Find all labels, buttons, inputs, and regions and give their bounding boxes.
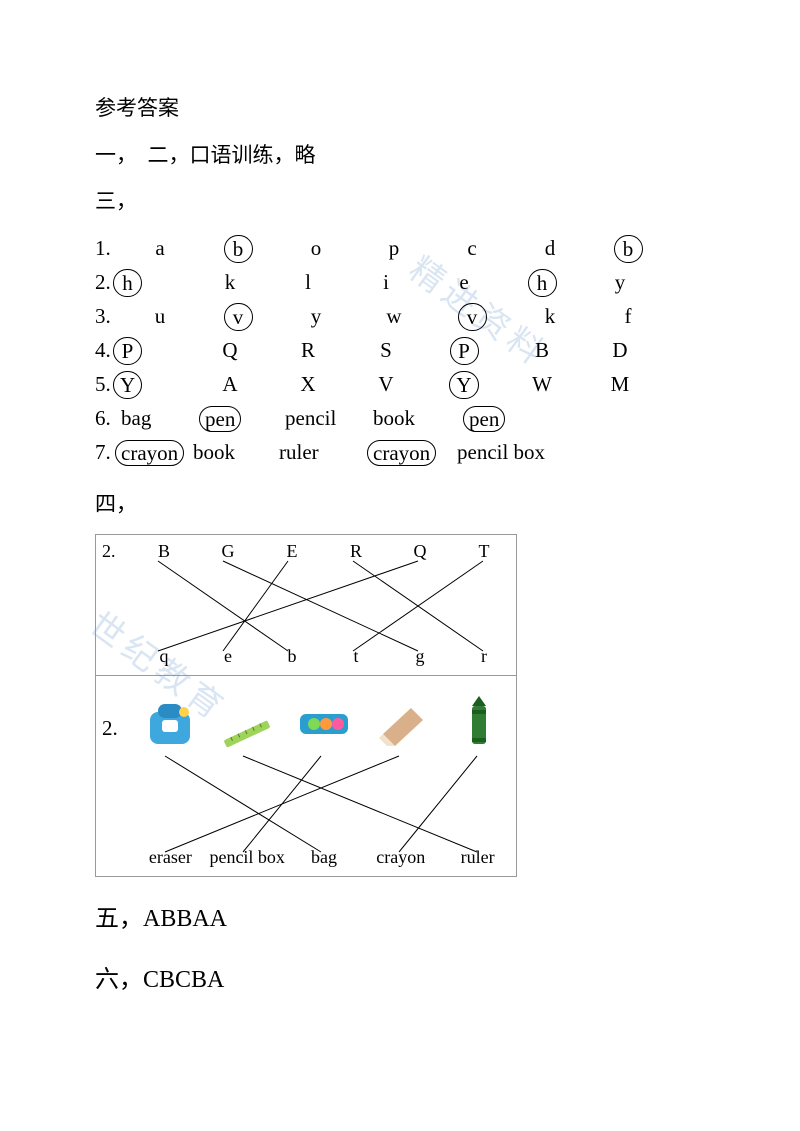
letter-grid: 1. a b o p c d b 2. h k l i e h y 3. u v… bbox=[95, 232, 705, 470]
cell: A bbox=[222, 372, 237, 397]
cell: book bbox=[373, 406, 415, 431]
cell-circled: h bbox=[113, 269, 142, 297]
cell: k bbox=[545, 304, 556, 329]
row-4: 4. P Q R S P B D bbox=[95, 334, 705, 368]
cell: k bbox=[225, 270, 236, 295]
section-6-answer: 六，CBCBA bbox=[95, 962, 705, 999]
section-5-answer: 五，ABBAA bbox=[95, 901, 705, 938]
section-3-label: 三， bbox=[95, 185, 705, 218]
note-1-2: 一， 二，口语训练，略 bbox=[95, 139, 705, 172]
cell: D bbox=[612, 338, 627, 363]
cell-circled: crayon bbox=[115, 440, 184, 466]
title: 参考答案 bbox=[95, 92, 705, 125]
cell: pencil bbox=[285, 406, 336, 431]
cell: p bbox=[389, 236, 400, 261]
match-panel-2: 2. bbox=[96, 675, 516, 876]
cell: S bbox=[380, 338, 392, 363]
cell-circled: crayon bbox=[367, 440, 436, 466]
cell: X bbox=[300, 372, 315, 397]
cell: pencil box bbox=[457, 440, 545, 465]
row-num: 1. bbox=[95, 236, 121, 261]
row-5: 5. Y A X V Y W M bbox=[95, 368, 705, 402]
match-panel-1: 2. B G E R Q T q e b t g r bbox=[96, 535, 516, 675]
cell: R bbox=[301, 338, 315, 363]
cell: c bbox=[467, 236, 476, 261]
bot-letter: g bbox=[388, 646, 452, 667]
cell-circled: Y bbox=[113, 371, 142, 399]
page: 精进资料 世纪教育 参考答案 一， 二，口语训练，略 三， 1. a b o p… bbox=[0, 0, 800, 1131]
cell: Q bbox=[222, 338, 237, 363]
cell: e bbox=[459, 270, 468, 295]
bot-letter: e bbox=[196, 646, 260, 667]
cell-circled: P bbox=[450, 337, 479, 365]
cell: f bbox=[625, 304, 632, 329]
bot-letter: t bbox=[324, 646, 388, 667]
row-1: 1. a b o p c d b bbox=[95, 232, 705, 266]
section-4-label: 四， bbox=[95, 488, 705, 521]
cell: W bbox=[532, 372, 552, 397]
cell: y bbox=[615, 270, 626, 295]
cell-circled: v bbox=[458, 303, 487, 331]
cell-circled: pen bbox=[199, 406, 241, 432]
bot-letter: b bbox=[260, 646, 324, 667]
bot-word: eraser bbox=[132, 847, 209, 868]
row-num: 6. bbox=[95, 406, 121, 431]
bot-word: bag bbox=[286, 847, 363, 868]
cell-circled: b bbox=[224, 235, 253, 263]
match-box: 2. B G E R Q T q e b t g r 2. bbox=[95, 534, 517, 877]
cell: d bbox=[545, 236, 556, 261]
cell: w bbox=[386, 304, 401, 329]
row-2: 2. h k l i e h y bbox=[95, 266, 705, 300]
row-7: 7. crayon book ruler crayon pencil box bbox=[95, 436, 705, 470]
row-num: 3. bbox=[95, 304, 121, 329]
cell: o bbox=[311, 236, 322, 261]
cell-circled: b bbox=[614, 235, 643, 263]
bot-letter: r bbox=[452, 646, 516, 667]
bot-word: ruler bbox=[439, 847, 516, 868]
cell-circled: v bbox=[224, 303, 253, 331]
cell: ruler bbox=[279, 440, 319, 465]
cell-circled: pen bbox=[463, 406, 505, 432]
row-3: 3. u v y w v k f bbox=[95, 300, 705, 334]
match-lines-icon bbox=[96, 676, 516, 876]
cell-circled: h bbox=[528, 269, 557, 297]
cell: l bbox=[305, 270, 311, 295]
row-6: 6. bag pen pencil book pen bbox=[95, 402, 705, 436]
bot-word: crayon bbox=[362, 847, 439, 868]
cell-circled: Y bbox=[449, 371, 478, 399]
cell: M bbox=[611, 372, 630, 397]
cell: u bbox=[155, 304, 166, 329]
cell: y bbox=[311, 304, 322, 329]
cell: bag bbox=[121, 406, 151, 431]
cell: V bbox=[378, 372, 393, 397]
bot-word: pencil box bbox=[209, 847, 286, 868]
cell-circled: P bbox=[113, 337, 142, 365]
cell: i bbox=[383, 270, 389, 295]
bot-letter: q bbox=[132, 646, 196, 667]
cell: a bbox=[155, 236, 164, 261]
cell: B bbox=[535, 338, 549, 363]
cell: book bbox=[193, 440, 235, 465]
